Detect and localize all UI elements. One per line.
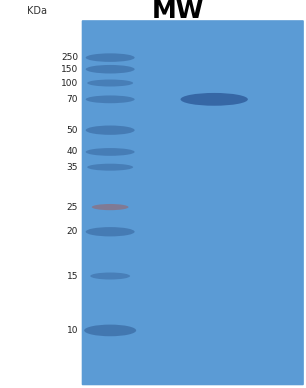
Text: 35: 35 <box>66 163 78 171</box>
Ellipse shape <box>86 227 135 236</box>
Ellipse shape <box>86 148 135 156</box>
Text: 15: 15 <box>66 272 78 281</box>
Ellipse shape <box>181 93 248 106</box>
Text: 50: 50 <box>66 126 78 135</box>
Ellipse shape <box>86 95 135 103</box>
Text: 10: 10 <box>66 326 78 335</box>
Text: 250: 250 <box>61 53 78 62</box>
Text: 100: 100 <box>61 78 78 88</box>
Ellipse shape <box>92 204 129 210</box>
FancyBboxPatch shape <box>82 20 304 385</box>
Text: MW: MW <box>151 0 204 23</box>
Ellipse shape <box>84 325 136 336</box>
Ellipse shape <box>86 54 135 62</box>
Text: 70: 70 <box>66 95 78 104</box>
Ellipse shape <box>86 126 135 135</box>
Text: 40: 40 <box>67 147 78 156</box>
Text: 25: 25 <box>67 203 78 211</box>
Text: 150: 150 <box>61 65 78 74</box>
Text: KDa: KDa <box>27 6 47 16</box>
Ellipse shape <box>87 164 133 171</box>
Text: 20: 20 <box>67 227 78 236</box>
Ellipse shape <box>90 272 130 279</box>
Ellipse shape <box>86 65 135 73</box>
Ellipse shape <box>87 80 133 87</box>
